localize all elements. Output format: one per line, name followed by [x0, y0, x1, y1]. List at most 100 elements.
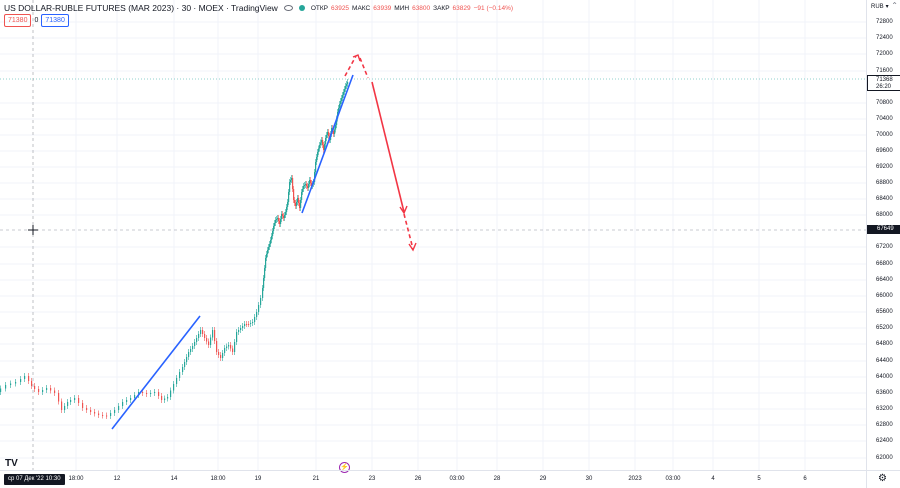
- price-tick: 67200: [876, 244, 893, 250]
- candle-body: [306, 184, 308, 186]
- candle-body: [275, 220, 277, 223]
- candle-body: [265, 258, 267, 268]
- forecast-arrow-up-dashed[interactable]: [344, 55, 357, 77]
- price-scale[interactable]: RUB ▾ ⌃ 72800 72400 72000 71600 70800 70400 700…: [866, 0, 900, 470]
- candle-body: [297, 198, 299, 202]
- candle-body: [70, 400, 72, 402]
- candle-body: [291, 178, 293, 180]
- price-chart[interactable]: [0, 0, 866, 470]
- candle-body: [234, 342, 236, 352]
- candle-body: [179, 372, 181, 378]
- time-tick: 28: [493, 476, 501, 482]
- forecast-arrow-down[interactable]: [371, 81, 405, 213]
- candle-body: [283, 216, 285, 218]
- trend-line-2[interactable]: [301, 74, 354, 214]
- candle-body: [86, 408, 88, 410]
- candle-body: [64, 406, 66, 410]
- candle-body: [54, 390, 56, 393]
- high-value: 63939: [373, 4, 392, 12]
- currency-label[interactable]: RUB ▾: [871, 3, 889, 11]
- sell-button[interactable]: 71380: [4, 14, 32, 27]
- candle-body: [214, 330, 216, 341]
- candle-body: [198, 334, 200, 338]
- candle-body: [34, 386, 36, 389]
- time-tick: 03:00: [449, 476, 465, 482]
- candle-body: [281, 214, 283, 219]
- candle-body: [322, 140, 324, 145]
- candle-body: [186, 357, 188, 362]
- time-tick: 30: [585, 476, 593, 482]
- candle-body: [296, 202, 298, 206]
- chart-area[interactable]: US DOLLAR-RUBLE FUTURES (MAR 2023) · 30 …: [0, 0, 866, 473]
- candle-body: [208, 341, 210, 345]
- candle-body: [277, 218, 279, 219]
- grid: [0, 0, 866, 470]
- candle-body: [74, 398, 76, 400]
- candle-body: [102, 415, 104, 416]
- open-value: 63925: [330, 4, 350, 12]
- candle-body: [248, 324, 250, 325]
- time-tick: 6: [803, 476, 807, 482]
- candle-body: [10, 383, 12, 385]
- price-tick: 62400: [876, 438, 893, 444]
- candle-body: [325, 138, 327, 144]
- candle-body: [278, 218, 280, 221]
- forecast-arrow-head-top: [352, 54, 361, 62]
- time-scale[interactable]: ср 07 Дек '22 10:30 18:00 12 14 18:00 19 21 23…: [0, 470, 866, 488]
- candle-body: [230, 345, 232, 349]
- candle-body: [327, 132, 329, 135]
- candle-body: [236, 332, 238, 342]
- price-tick: 64800: [876, 341, 893, 347]
- candle-body: [146, 393, 148, 394]
- price-tick: 63200: [876, 406, 893, 412]
- candle-body: [280, 219, 282, 224]
- candle-body: [305, 184, 307, 185]
- forecast-arrow-top-dashed[interactable]: [359, 57, 369, 79]
- candle-body: [158, 392, 160, 396]
- lightning-icon[interactable]: ⚡: [339, 462, 350, 473]
- symbol-title[interactable]: US DOLLAR-RUBLE FUTURES (MAR 2023) · 30 …: [4, 3, 278, 13]
- price-tick: 66800: [876, 261, 893, 267]
- candle-body: [246, 324, 248, 325]
- forecast-arrow-down-dashed[interactable]: [403, 213, 414, 250]
- candle-body: [324, 144, 326, 150]
- candle-body: [196, 338, 198, 342]
- candle-body: [154, 392, 156, 393]
- scale-settings-corner: ⚙: [866, 470, 900, 488]
- price-tick: 65600: [876, 309, 893, 315]
- tradingview-logo[interactable]: TV: [5, 458, 18, 469]
- candle-body: [273, 226, 275, 231]
- candle-body: [176, 378, 178, 384]
- candle-body: [252, 322, 254, 323]
- trend-line-1[interactable]: [111, 315, 201, 430]
- price-tick: 71600: [876, 68, 893, 74]
- open-label: ОТКР: [310, 4, 328, 12]
- market-status-dot[interactable]: [298, 5, 305, 11]
- candle-body: [264, 268, 266, 278]
- candle-body: [279, 221, 281, 224]
- low-label: МИН: [394, 4, 410, 12]
- candle-body: [20, 379, 22, 382]
- candle-body: [202, 330, 204, 334]
- time-tick: 14: [170, 476, 178, 482]
- eye-icon[interactable]: [283, 5, 293, 11]
- candle-body: [311, 183, 313, 186]
- candle-body: [290, 180, 292, 182]
- candle-body: [170, 390, 172, 397]
- forecast-arrow-head-mid: [399, 205, 408, 215]
- gear-icon[interactable]: ⚙: [878, 473, 887, 484]
- candle-body: [164, 398, 166, 400]
- candle-body: [28, 376, 30, 381]
- crosshair-date: ср 07 Дек '22: [8, 476, 44, 482]
- price-tick: 68800: [876, 180, 893, 186]
- candle-body: [61, 401, 63, 410]
- buy-button[interactable]: 71380: [41, 14, 69, 27]
- time-tick: 2023: [628, 476, 642, 482]
- candle-body: [173, 384, 175, 391]
- candle-body: [335, 125, 337, 130]
- close-value: 63829: [452, 4, 471, 12]
- candle-body: [334, 129, 336, 134]
- candle-body: [182, 367, 184, 372]
- collapse-icon[interactable]: ⌃: [891, 1, 898, 10]
- price-tick: 66400: [876, 277, 893, 283]
